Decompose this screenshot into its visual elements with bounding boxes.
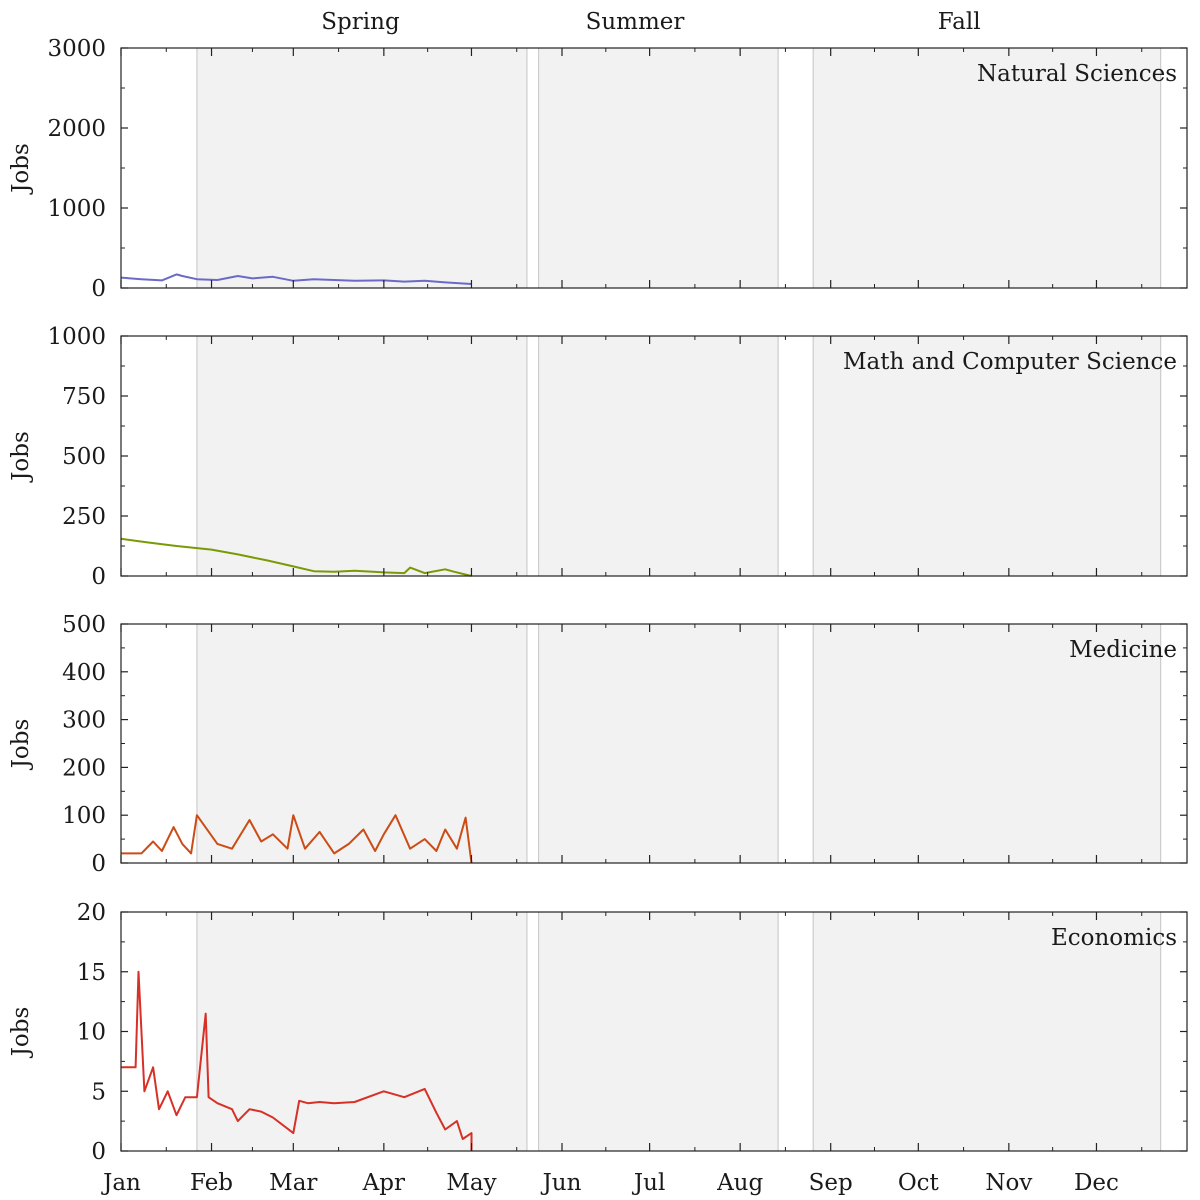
x-tick-label-oct: Oct (898, 1170, 940, 1196)
x-tick-label-feb: Feb (190, 1170, 233, 1196)
x-tick-label-aug: Aug (716, 1170, 763, 1196)
y-tick-label: 20 (77, 900, 106, 926)
x-tick-label-sep: Sep (809, 1170, 853, 1196)
y-tick-label: 250 (62, 504, 106, 530)
y-tick-label: 500 (62, 612, 106, 638)
shaded-period-spring (196, 911, 528, 1152)
x-tick-label-jun: Jun (541, 1170, 582, 1196)
y-axis-label: Jobs (8, 719, 34, 771)
x-tick-label-nov: Nov (985, 1170, 1032, 1196)
panel-natural-sciences: 0 1000 2000 3000 Natural Sciences Jobs (8, 36, 1188, 302)
y-tick-label: 0 (91, 564, 106, 590)
shaded-period-fall (812, 47, 1162, 289)
y-tick-label: 300 (62, 708, 106, 734)
panel-title: Natural Sciences (977, 61, 1177, 87)
shaded-period-fall (812, 335, 1162, 577)
x-tick-label-may: May (446, 1170, 496, 1196)
x-tick-label-dec: Dec (1074, 1170, 1119, 1196)
y-tick-label: 2000 (47, 116, 106, 142)
y-tick-label: 400 (62, 660, 106, 686)
shaded-period-summer (538, 47, 779, 289)
season-label-summer: Summer (586, 9, 685, 35)
y-tick-label: 0 (91, 851, 106, 877)
series-line-medicine (121, 814, 473, 864)
shaded-period-summer (538, 623, 779, 864)
y-tick-label: 0 (91, 276, 106, 302)
season-label-spring: Spring (321, 9, 400, 35)
y-tick-label: 1000 (47, 324, 106, 350)
y-tick-label: 10 (77, 1020, 106, 1046)
panel-title: Economics (1051, 925, 1177, 951)
y-tick-label: 750 (62, 384, 106, 410)
shaded-period-summer (538, 335, 779, 577)
panel-economics: 0 5 10 15 20 Economics Jobs (8, 900, 1188, 1165)
panel-medicine: 0 100 200 300 400 500 Medicine Jobs (8, 612, 1188, 877)
shaded-period-summer (538, 911, 779, 1152)
panel-title: Math and Computer Science (843, 349, 1177, 375)
y-tick-label: 500 (62, 444, 106, 470)
series-line-math-and-computer-science (120, 537, 472, 577)
x-axis-tick-labels: Jan Feb Mar Apr May Jun Jul Aug Sep Oct Nov Dec (101, 1170, 1119, 1196)
series-line-natural-sciences (120, 273, 472, 285)
y-tick-label: 5 (91, 1079, 106, 1105)
x-tick-label-jul: Jul (632, 1170, 665, 1196)
shaded-period-spring (196, 335, 528, 577)
shaded-period-fall (812, 623, 1162, 864)
y-tick-label: 1000 (47, 196, 106, 222)
x-tick-label-apr: Apr (362, 1170, 405, 1196)
panel-math-and-computer-science: 0 250 500 750 1000 Math and Computer Science J… (8, 324, 1188, 590)
shaded-period-fall (812, 911, 1162, 1152)
y-tick-label: 0 (91, 1139, 106, 1165)
y-tick-label: 100 (62, 803, 106, 829)
y-axis-label: Jobs (8, 431, 34, 483)
season-labels: Spring Summer Fall (321, 9, 980, 35)
y-axis-label: Jobs (8, 1007, 34, 1059)
y-tick-label: 15 (77, 960, 106, 986)
y-axis-label: Jobs (8, 143, 34, 195)
panel-title: Medicine (1069, 637, 1177, 663)
y-tick-label: 200 (62, 755, 106, 781)
x-tick-label-mar: Mar (269, 1170, 317, 1196)
shaded-period-spring (196, 623, 528, 864)
x-tick-label-jan: Jan (101, 1170, 141, 1196)
shaded-period-spring (196, 47, 528, 289)
y-tick-label: 3000 (47, 36, 106, 62)
series-line-economics (121, 970, 473, 1151)
season-label-fall: Fall (938, 9, 981, 35)
